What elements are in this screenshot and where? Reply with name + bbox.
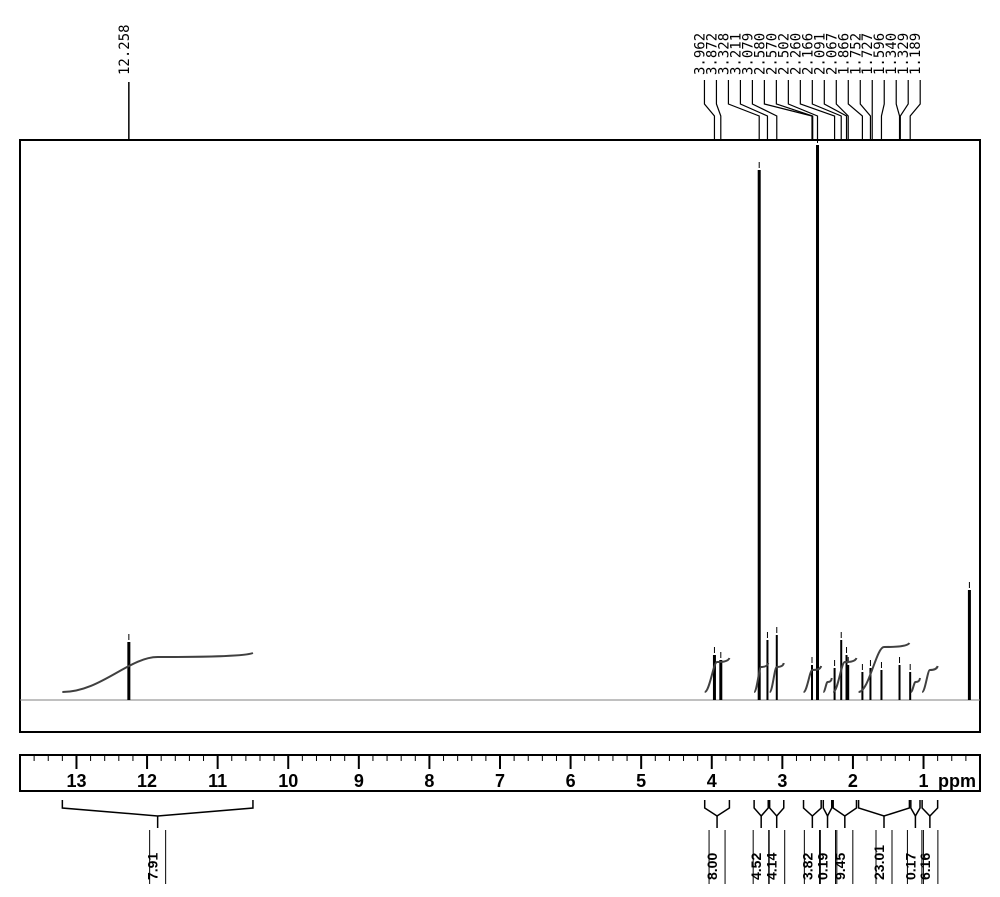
integral-bracket	[770, 800, 784, 816]
integral-curve	[62, 653, 253, 692]
integral-value: 8.00	[704, 853, 720, 880]
integral-bracket	[922, 800, 938, 816]
axis-tick-label: 7	[495, 771, 505, 791]
peak-label-line	[860, 80, 870, 140]
peak-label-line	[900, 80, 908, 140]
peak-label-line	[776, 80, 812, 140]
axis-tick-label: 5	[636, 771, 646, 791]
plot-border	[20, 140, 980, 732]
integral-bracket	[705, 800, 730, 816]
axis-tick-label: 1	[919, 771, 929, 791]
integral-value: 6.16	[917, 853, 933, 880]
integral-bracket	[62, 800, 253, 816]
peak-label-line	[881, 80, 884, 140]
integral-curve	[823, 678, 831, 692]
integral-value: 7.91	[145, 853, 161, 880]
peak-label-line	[896, 80, 899, 140]
axis-tick-label: 2	[848, 771, 858, 791]
axis-tick-label: 8	[424, 771, 434, 791]
axis-tick-label: 13	[66, 771, 86, 791]
axis-tick-label: 3	[777, 771, 787, 791]
integral-bracket	[823, 800, 831, 816]
integral-value: 23.01	[871, 845, 887, 880]
integral-curve	[859, 643, 910, 692]
integral-curve	[754, 663, 768, 692]
peak-label-line	[910, 80, 920, 140]
axis-tick-label: 9	[354, 771, 364, 791]
integral-curve	[922, 666, 938, 692]
nmr-spectrum-chart: 13 12 11 10 9 8 7 6 5 4 3 2 1 ppm 7.91 8.00 4.524.14 3.82…	[0, 0, 1000, 897]
peak-label-line	[716, 80, 720, 140]
peak-label: 1.189	[908, 33, 924, 75]
integral-bracket	[804, 800, 822, 816]
integral-value: 4.14	[764, 853, 780, 880]
axis-tick-label: 11	[208, 771, 227, 791]
axis-tick-label: 12	[137, 771, 157, 791]
integral-curve	[705, 658, 730, 692]
integral-bracket	[833, 800, 856, 816]
integral-value: 9.45	[832, 853, 848, 880]
integral-curve	[833, 658, 856, 692]
integral-value: 0.19	[815, 853, 831, 880]
integral-bracket	[911, 800, 920, 816]
peak-label: 12.258	[117, 24, 133, 75]
integral-bracket	[754, 800, 768, 816]
integral-bracket	[859, 800, 910, 816]
peak-label-line	[704, 80, 714, 140]
integral-value: 3.82	[799, 853, 815, 880]
axis-tick-label: 4	[707, 771, 717, 791]
axis-tick-label: 10	[278, 771, 298, 791]
axis-tick-label: 6	[566, 771, 576, 791]
integral-value: 4.52	[748, 853, 764, 880]
integral-curve	[911, 678, 920, 692]
axis-label: ppm	[938, 771, 976, 791]
